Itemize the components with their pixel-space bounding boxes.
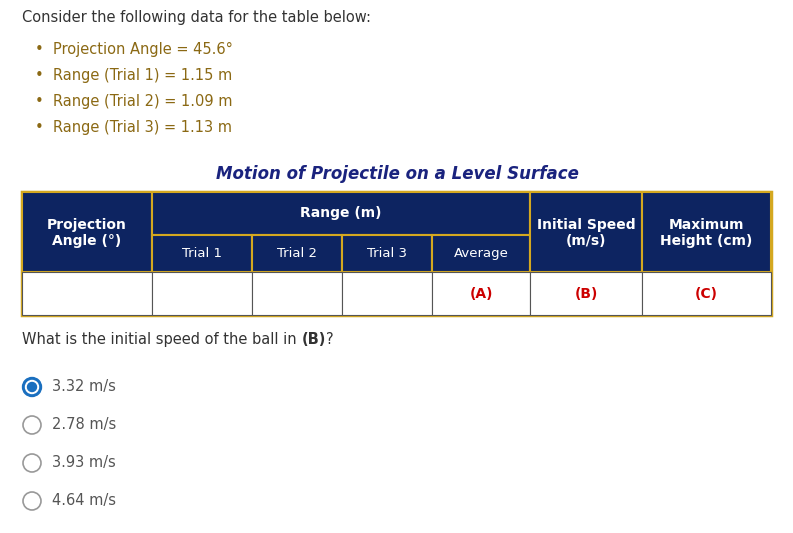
Bar: [22, 192, 771, 315]
Circle shape: [22, 377, 41, 397]
Bar: [342, 272, 432, 315]
Text: Maximum: Maximum: [668, 218, 745, 232]
Text: •  Range (Trial 2) = 1.09 m: • Range (Trial 2) = 1.09 m: [35, 94, 232, 109]
Bar: [432, 272, 530, 315]
Circle shape: [23, 454, 41, 472]
Text: What is the initial speed of the ball in: What is the initial speed of the ball in: [22, 332, 301, 347]
Circle shape: [23, 492, 41, 510]
Bar: [22, 272, 152, 315]
Bar: [642, 192, 771, 272]
Text: Trial 3: Trial 3: [367, 247, 407, 260]
Bar: [432, 235, 530, 272]
Bar: [530, 192, 642, 272]
Circle shape: [23, 416, 41, 434]
Bar: [22, 192, 152, 272]
Text: Trial 1: Trial 1: [182, 247, 222, 260]
Text: (A): (A): [469, 287, 492, 301]
Text: Height (cm): Height (cm): [661, 234, 753, 248]
Bar: [152, 192, 530, 235]
Bar: [252, 235, 342, 272]
Text: (m/s): (m/s): [565, 234, 607, 248]
Bar: [152, 272, 252, 315]
Text: •  Projection Angle = 45.6°: • Projection Angle = 45.6°: [35, 42, 233, 57]
Circle shape: [25, 381, 39, 393]
Text: Projection: Projection: [47, 218, 127, 232]
Text: Initial Speed: Initial Speed: [537, 218, 635, 232]
Circle shape: [28, 383, 36, 392]
Text: Average: Average: [454, 247, 508, 260]
Text: Consider the following data for the table below:: Consider the following data for the tabl…: [22, 10, 371, 25]
Bar: [530, 272, 642, 315]
Text: ?: ?: [326, 332, 333, 347]
Bar: [152, 235, 252, 272]
Text: Angle (°): Angle (°): [52, 234, 121, 248]
Bar: [252, 272, 342, 315]
Text: Trial 2: Trial 2: [277, 247, 317, 260]
Text: 4.64 m/s: 4.64 m/s: [52, 494, 116, 508]
Bar: [642, 272, 771, 315]
Text: •  Range (Trial 1) = 1.15 m: • Range (Trial 1) = 1.15 m: [35, 68, 232, 83]
Text: 3.32 m/s: 3.32 m/s: [52, 379, 116, 394]
Text: Range (m): Range (m): [301, 206, 381, 221]
Text: (B): (B): [301, 332, 326, 347]
Text: •  Range (Trial 3) = 1.13 m: • Range (Trial 3) = 1.13 m: [35, 120, 232, 135]
Text: Motion of Projectile on a Level Surface: Motion of Projectile on a Level Surface: [216, 165, 578, 183]
Bar: [342, 235, 432, 272]
Text: 2.78 m/s: 2.78 m/s: [52, 417, 117, 432]
Text: (B): (B): [574, 287, 598, 301]
Text: 3.93 m/s: 3.93 m/s: [52, 456, 116, 471]
Text: (C): (C): [695, 287, 718, 301]
